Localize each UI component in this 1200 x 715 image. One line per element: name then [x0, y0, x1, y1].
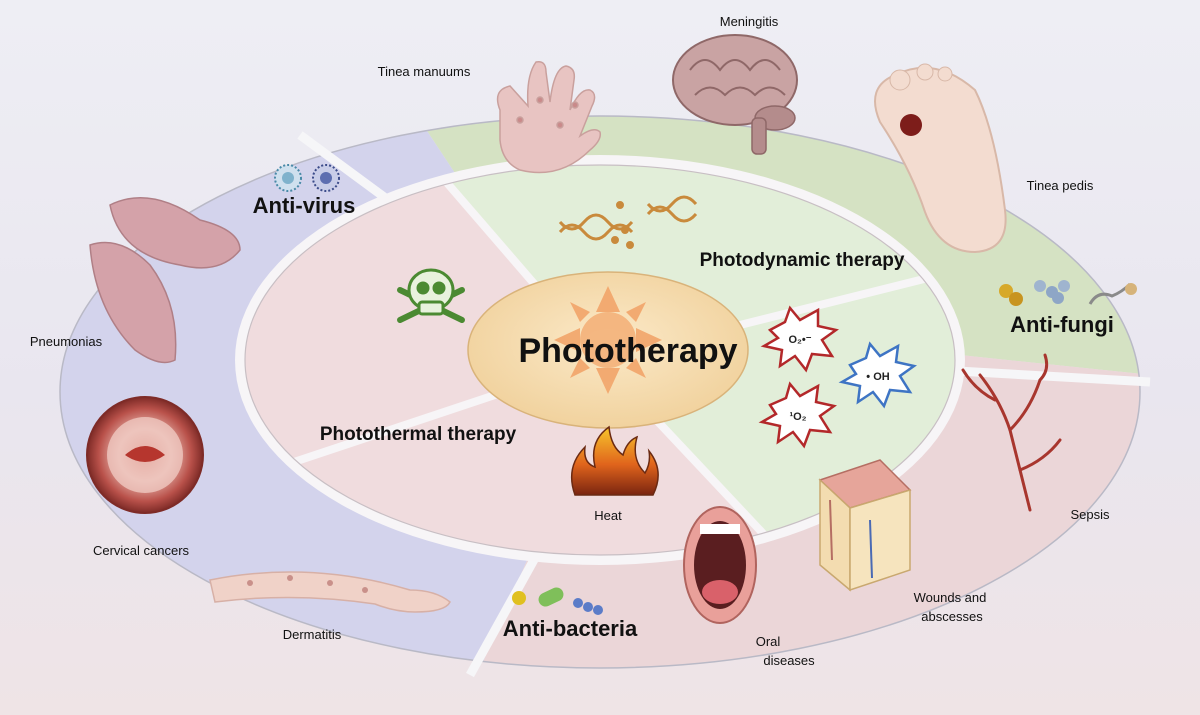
- tinea-manuums-label: Tinea manuums: [378, 64, 471, 79]
- wounds-label-line1: Wounds and: [914, 590, 987, 605]
- superoxide-burst: O₂•⁻: [760, 305, 840, 373]
- bacteria-icon: [512, 587, 603, 615]
- brain-illustration: [672, 34, 798, 155]
- cervical-cancer-illustration: [86, 396, 204, 514]
- skull-crossbones-icon: [397, 268, 465, 323]
- fire-icon: [570, 425, 659, 496]
- arm-illustration: [209, 571, 451, 613]
- oral-diseases-label-line2: diseases: [763, 653, 815, 668]
- skin-section-illustration: [818, 459, 912, 592]
- pneumonias-label: Pneumonias: [30, 334, 103, 349]
- anti-bacteria-label: Anti-bacteria: [503, 616, 638, 641]
- cervical-cancers-label: Cervical cancers: [93, 543, 190, 558]
- anti-virus-label: Anti-virus: [253, 193, 356, 218]
- hydroxyl-label: • OH: [866, 371, 889, 383]
- anti-fungi-label: Anti-fungi: [1010, 312, 1114, 337]
- sun-icon: [554, 286, 662, 394]
- hand-illustration: [496, 60, 602, 174]
- wounds-label-line2: abscesses: [921, 609, 983, 624]
- hydroxyl-burst: • OH: [838, 341, 918, 409]
- oral-diseases-label-line1: Oral: [756, 634, 781, 649]
- mouth-illustration: [683, 506, 757, 624]
- superoxide-label: O₂•⁻: [788, 334, 811, 346]
- lungs-illustration: [89, 196, 241, 364]
- virus-icon: [274, 164, 340, 192]
- meningitis-label: Meningitis: [720, 14, 779, 29]
- tinea-pedis-label: Tinea pedis: [1027, 178, 1094, 193]
- blood-vessel-illustration: [961, 353, 1062, 512]
- center-hub: Phototherapy: [467, 271, 749, 429]
- sepsis-label: Sepsis: [1070, 507, 1110, 522]
- singlet-oxygen-burst: ¹O₂: [758, 381, 838, 449]
- heat-label: Heat: [594, 508, 622, 523]
- dermatitis-label: Dermatitis: [283, 627, 342, 642]
- fungi-spores-icon: [999, 280, 1137, 306]
- dna-icon: [558, 195, 698, 249]
- foot-illustration: [874, 63, 1007, 254]
- singlet-oxygen-label: ¹O₂: [789, 411, 806, 423]
- photothermal-therapy-label: Photothermal therapy: [320, 424, 517, 445]
- center-title: Phototherapy: [518, 332, 737, 370]
- photodynamic-therapy-label: Photodynamic therapy: [700, 250, 905, 271]
